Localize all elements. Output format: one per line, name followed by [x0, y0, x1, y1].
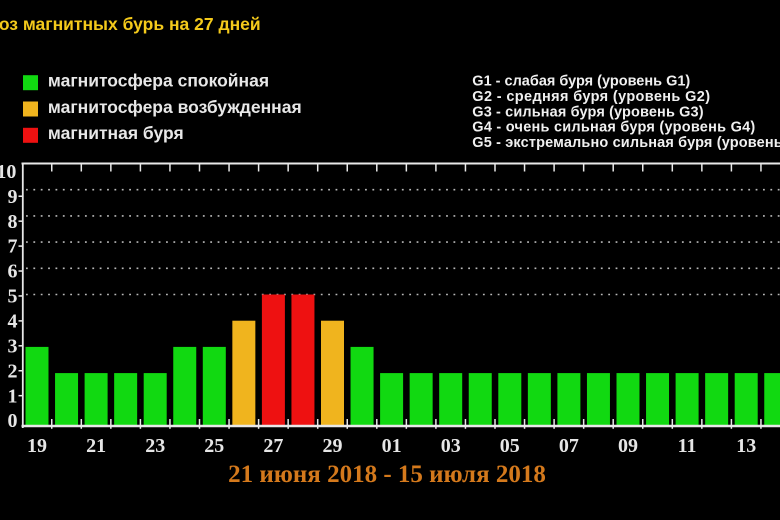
svg-text:магнитосфера спокойная: магнитосфера спокойная — [48, 71, 269, 91]
svg-text:27: 27 — [263, 435, 283, 457]
svg-text:G5 - экстремально сильная буря: G5 - экстремально сильная буря (уровень … — [472, 135, 780, 151]
svg-text:09: 09 — [618, 435, 638, 457]
svg-text:3: 3 — [8, 336, 18, 358]
svg-text:21: 21 — [86, 435, 106, 457]
svg-text:13: 13 — [736, 435, 756, 457]
svg-text:G4 - очень сильная буря (урове: G4 - очень сильная буря (уровень G4) — [472, 120, 755, 136]
svg-text:05: 05 — [500, 435, 520, 457]
svg-text:6: 6 — [8, 261, 18, 283]
svg-text:2: 2 — [8, 361, 18, 383]
svg-text:0: 0 — [8, 410, 18, 432]
svg-text:5: 5 — [8, 286, 18, 308]
svg-text:9: 9 — [8, 186, 18, 208]
svg-text:21 июня 2018 - 15 июля 2018: 21 июня 2018 - 15 июля 2018 — [228, 461, 546, 488]
svg-text:11: 11 — [678, 435, 697, 457]
svg-text:G3 - сильная буря (уровень G3): G3 - сильная буря (уровень G3) — [472, 104, 703, 120]
svg-text:07: 07 — [559, 435, 579, 457]
svg-text:25: 25 — [204, 435, 224, 457]
svg-text:29: 29 — [323, 435, 343, 457]
svg-text:магнитосфера возбужденная: магнитосфера возбужденная — [48, 97, 302, 117]
svg-text:G2 - средняя буря (уровень G2): G2 - средняя буря (уровень G2) — [472, 89, 710, 105]
svg-text:23: 23 — [145, 435, 165, 457]
svg-text:8: 8 — [8, 211, 18, 233]
svg-text:магнитная буря: магнитная буря — [48, 123, 184, 143]
svg-text:G1 - слабая буря (уровень G1): G1 - слабая буря (уровень G1) — [472, 74, 690, 90]
svg-text:10: 10 — [0, 161, 16, 183]
svg-text:03: 03 — [441, 435, 461, 457]
svg-text:01: 01 — [382, 435, 402, 457]
svg-text:19: 19 — [27, 435, 47, 457]
svg-text:Прогноз магнитных бурь на 27 д: Прогноз магнитных бурь на 27 дней — [0, 14, 261, 34]
svg-text:1: 1 — [8, 385, 18, 407]
svg-text:7: 7 — [8, 236, 18, 258]
svg-text:4: 4 — [8, 311, 18, 333]
